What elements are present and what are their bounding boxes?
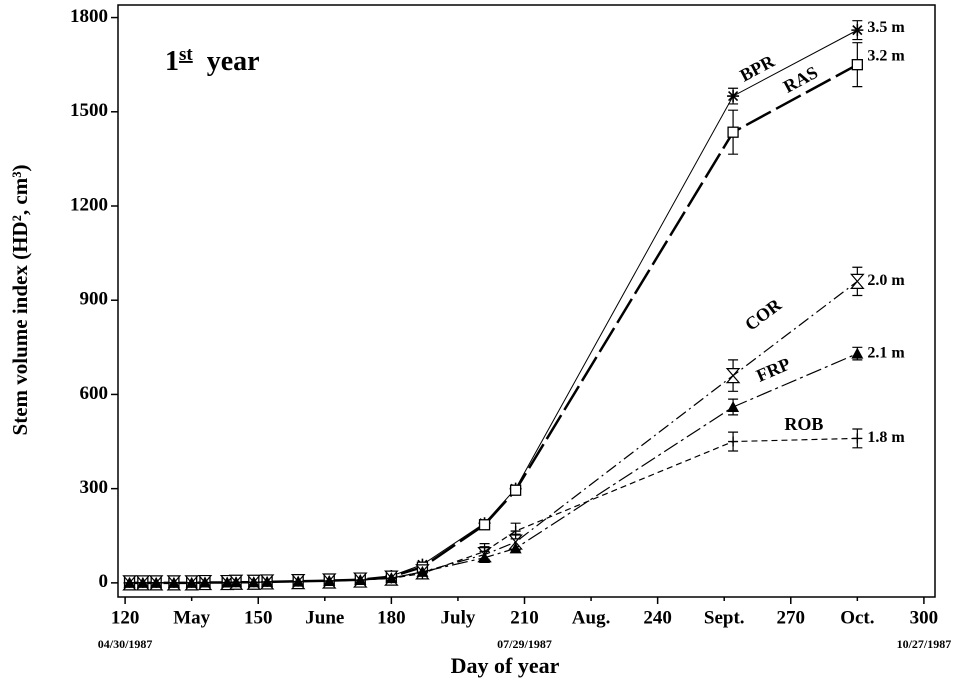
marker [324, 575, 335, 586]
marker [850, 273, 865, 289]
end-label: 2.0 m [867, 272, 905, 289]
series-line [129, 353, 858, 584]
y-tick-label: 0 [99, 571, 109, 592]
marker [479, 546, 490, 557]
plot-frame [117, 4, 936, 598]
marker [509, 542, 522, 554]
x-date-label: 04/30/1987 [98, 637, 153, 651]
x-tick-label: Aug. [572, 607, 611, 628]
marker [728, 436, 739, 447]
marker [510, 526, 521, 537]
x-tick-label: 210 [510, 607, 539, 628]
series-label: BPR [736, 50, 778, 85]
x-tick-label: May [173, 607, 210, 628]
marker [727, 126, 739, 138]
end-label: 3.5 m [867, 19, 905, 36]
marker [293, 576, 304, 587]
marker [248, 577, 259, 588]
x-tick-label: 270 [777, 607, 806, 628]
series-label: ROB [784, 414, 823, 434]
marker [851, 24, 864, 37]
marker [222, 577, 233, 588]
end-label: 2.1 m [867, 344, 905, 361]
marker [509, 484, 522, 496]
chart-title: 1st year [165, 44, 260, 77]
series-line [129, 437, 858, 584]
x-tick-label: Oct. [840, 607, 874, 628]
end-label: 1.8 m [867, 429, 905, 446]
x-date-label: 07/29/1987 [497, 637, 552, 651]
marker [727, 90, 740, 103]
marker [168, 577, 179, 588]
y-tick-label: 1800 [70, 6, 108, 27]
x-tick-label: Sept. [704, 607, 745, 628]
marker [262, 576, 273, 587]
x-tick-label: 150 [244, 607, 273, 628]
end-label: 3.2 m [867, 47, 905, 64]
marker [355, 575, 366, 586]
y-tick-label: 300 [80, 477, 109, 498]
y-tick-label: 1200 [70, 194, 108, 215]
marker [137, 577, 148, 588]
marker [124, 577, 135, 588]
marker [852, 433, 863, 444]
x-axis-title: Day of year [451, 653, 560, 678]
x-tick-label: June [305, 607, 344, 628]
marker [231, 577, 242, 588]
x-date-label: 10/27/1987 [897, 637, 952, 651]
marker [186, 577, 197, 588]
x-tick-label: July [441, 607, 476, 628]
x-tick-label: 180 [377, 607, 406, 628]
marker [851, 347, 864, 359]
x-tick-label: 300 [910, 607, 939, 628]
y-tick-label: 900 [80, 289, 109, 310]
marker [478, 519, 491, 531]
series-label: FRP [753, 354, 793, 386]
y-tick-label: 1500 [70, 100, 108, 121]
series-label: COR [741, 294, 786, 335]
marker [151, 577, 162, 588]
y-tick-label: 600 [80, 383, 109, 404]
marker [851, 59, 863, 71]
series-label: RAS [780, 62, 821, 97]
marker [417, 568, 428, 579]
marker [199, 577, 210, 588]
y-axis-title: Stem volume index (HD², cm³) [8, 165, 32, 436]
marker [725, 367, 741, 384]
x-tick-label: 240 [643, 607, 672, 628]
marker [386, 573, 397, 584]
x-tick-label: 120 [111, 607, 140, 628]
series-line [129, 29, 858, 584]
marker [727, 400, 740, 412]
